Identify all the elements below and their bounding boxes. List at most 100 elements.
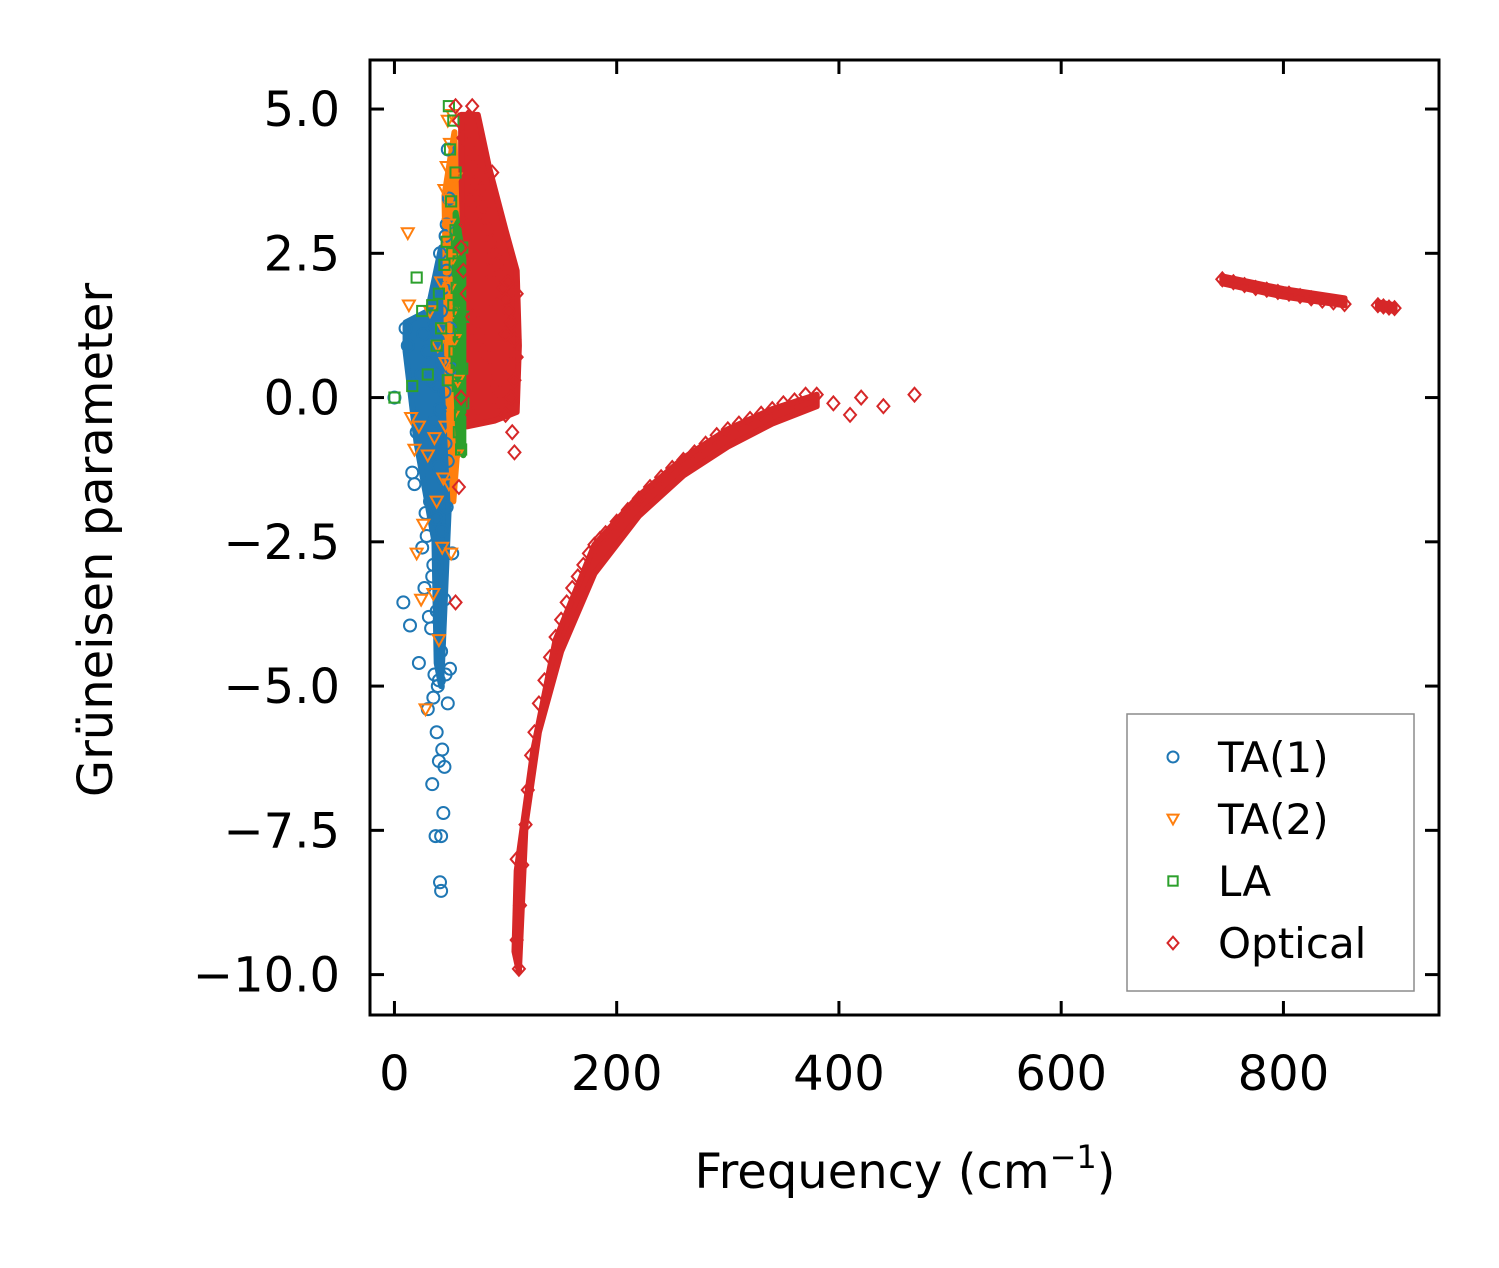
optical-point xyxy=(564,579,580,597)
x-tick-label: 800 xyxy=(1238,1046,1330,1102)
ta-1-point xyxy=(416,327,431,342)
ta-2-point xyxy=(437,357,454,372)
ta-1-point xyxy=(439,500,454,515)
optical-point xyxy=(453,389,469,406)
ta-1-point xyxy=(429,725,444,740)
optical-point xyxy=(503,389,519,406)
optical-point xyxy=(698,435,713,453)
optical-point xyxy=(523,746,539,764)
optical-point xyxy=(481,221,497,239)
ta-2-point xyxy=(436,184,453,198)
ta-2-point xyxy=(400,227,416,242)
optical-point xyxy=(511,960,527,978)
optical-point xyxy=(460,109,476,127)
optical-point xyxy=(527,723,542,741)
optical-point xyxy=(587,536,602,554)
y-tick-label: −5.0 xyxy=(223,659,340,715)
optical-point xyxy=(480,262,496,280)
ta-2-point xyxy=(437,420,454,435)
ta-2-point xyxy=(443,201,459,216)
legend-box xyxy=(1126,713,1415,992)
optical-point xyxy=(489,256,505,274)
x-tick-label: 200 xyxy=(571,1046,663,1102)
optical-point xyxy=(498,291,513,308)
ta-2-point xyxy=(401,299,417,314)
ta-1-point xyxy=(398,321,413,336)
optical-point xyxy=(504,423,520,441)
y-tick-label: 5.0 xyxy=(264,82,340,138)
la-point xyxy=(406,379,419,393)
optical-point xyxy=(507,331,522,349)
ta-2-point xyxy=(403,411,419,426)
ta-1-point xyxy=(435,523,450,538)
ta-2-point xyxy=(420,449,436,464)
optical-point xyxy=(518,816,533,834)
ta-1-point xyxy=(434,883,449,898)
optical-point xyxy=(1387,299,1402,317)
optical-point xyxy=(464,97,480,115)
optical-point xyxy=(489,296,505,314)
optical-point xyxy=(498,406,513,424)
ta-1-point xyxy=(419,529,434,544)
optical-point xyxy=(642,478,658,496)
ta-2-point xyxy=(411,420,427,435)
optical-point xyxy=(1259,281,1275,299)
optical-point xyxy=(631,490,647,507)
la-point xyxy=(455,443,468,456)
ta-1-point xyxy=(441,191,456,206)
y-axis-label: Grüneisen parameter xyxy=(68,283,124,798)
ta-1-point xyxy=(403,618,418,633)
optical-point xyxy=(464,406,480,424)
optical-point xyxy=(487,377,502,395)
optical-point xyxy=(514,856,530,874)
ta-1-point xyxy=(437,592,452,607)
la-point xyxy=(440,235,453,248)
optical-point xyxy=(503,314,519,331)
ta-1-point xyxy=(414,367,429,382)
la-point xyxy=(452,426,465,439)
ta-1-point xyxy=(433,875,448,890)
optical-point xyxy=(570,568,586,585)
optical-point xyxy=(453,239,469,256)
optical-point xyxy=(1248,279,1263,297)
optical-point xyxy=(709,426,725,444)
legend-label-la: LA xyxy=(1218,857,1271,906)
optical-point xyxy=(1376,297,1391,315)
optical-point xyxy=(484,164,500,181)
optical-point xyxy=(742,410,758,428)
optical-point xyxy=(451,478,467,496)
la-point xyxy=(445,195,458,208)
optical-point xyxy=(470,164,486,181)
ta-1-point xyxy=(440,696,455,711)
x-tick-label: 0 xyxy=(379,1046,410,1102)
optical-point xyxy=(1337,295,1352,313)
optical-point xyxy=(459,285,475,303)
ta-1-point xyxy=(437,759,452,774)
optical-point xyxy=(456,129,471,147)
x-tick-label: 400 xyxy=(793,1046,885,1102)
la-point xyxy=(426,299,439,312)
ta-2-point xyxy=(447,172,464,187)
optical-point xyxy=(1370,296,1386,314)
optical-point xyxy=(498,325,513,343)
optical-point xyxy=(537,671,552,689)
optical-point xyxy=(609,513,625,531)
optical-point xyxy=(462,192,478,210)
ta-2-point xyxy=(406,443,423,458)
y-tick-label: 2.5 xyxy=(264,226,340,282)
ta-1-point xyxy=(425,569,440,584)
ta-1-point xyxy=(421,609,436,624)
optical-point xyxy=(764,400,780,418)
la-point xyxy=(449,224,462,237)
ta-2-point xyxy=(426,432,443,447)
optical-point xyxy=(492,394,508,412)
ta-2-point xyxy=(417,703,434,718)
y-tick-label: −2.5 xyxy=(223,515,340,571)
la-point xyxy=(388,391,401,404)
optical-point xyxy=(464,308,480,326)
ta-1-point xyxy=(436,806,451,821)
ta-1-point xyxy=(409,425,424,440)
optical-point xyxy=(512,896,528,914)
x-axis: 0 200 400 600 800 xyxy=(379,60,1329,1102)
optical-point xyxy=(542,648,558,666)
